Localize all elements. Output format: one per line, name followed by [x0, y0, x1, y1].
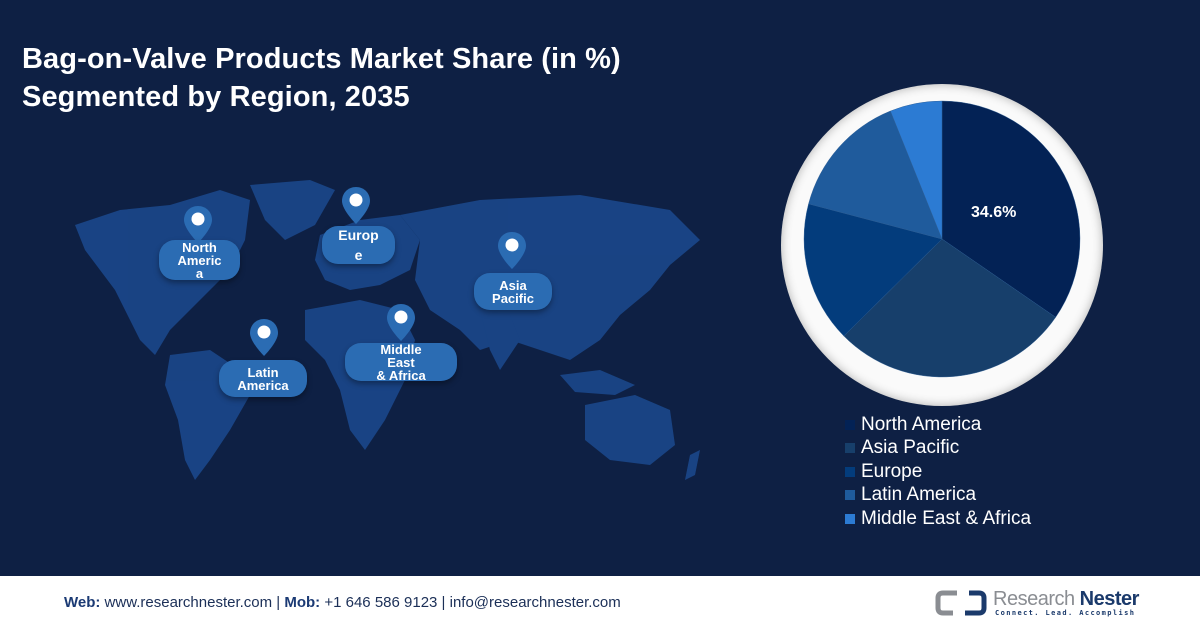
legend-item-middle-east-africa: Middle East & Africa	[845, 507, 1031, 531]
latin-america-map-label: Latin America	[219, 360, 307, 397]
asia-pacific-location-pin-icon	[498, 232, 526, 269]
title-line-2: Segmented by Region, 2035	[22, 81, 410, 113]
footer: Web: www.researchnester.com | Mob: +1 64…	[0, 576, 1200, 628]
chart-title: Bag-on-Valve Products Market Share (in %…	[22, 40, 621, 116]
pie-slice-asia-pacific	[843, 238, 1056, 378]
phone-email[interactable]: +1 646 586 9123 | info@researchnester.co…	[320, 594, 621, 611]
chart-legend: North America Asia Pacific Europe Latin …	[845, 413, 1031, 531]
infographic-panel: Bag-on-Valve Products Market Share (in %…	[22, 40, 1111, 531]
legend-swatch	[845, 490, 855, 501]
pie-slice-middle-east-africa	[890, 100, 943, 240]
logo-text: Research Nester	[993, 588, 1139, 610]
pie-slice-europe	[803, 203, 943, 337]
middle-east-africa-location-pin-icon	[387, 304, 415, 341]
logo-mark-icon	[935, 590, 987, 616]
middle-east-africa-map-label: Middle East & Africa	[345, 343, 457, 382]
legend-swatch	[845, 466, 855, 477]
pie-slices	[803, 100, 1081, 378]
logo-tagline: Connect. Lead. Accomplish	[995, 609, 1136, 617]
north-america-map-label: North Americ a	[159, 240, 240, 280]
legend-swatch	[845, 513, 855, 524]
pie-slice-north-america	[941, 100, 1081, 318]
legend-item-europe: Europe	[845, 460, 1031, 484]
pie-chart: 34.6%	[775, 78, 1111, 406]
europe-location-pin-icon	[342, 187, 370, 224]
legend-swatch	[845, 419, 855, 430]
contact-info: Web: www.researchnester.com | Mob: +1 64…	[64, 594, 621, 611]
web-link[interactable]: www.researchnester.com |	[100, 594, 285, 611]
legend-item-latin-america: Latin America	[845, 484, 1031, 508]
legend-item-asia-pacific: Asia Pacific	[845, 437, 1031, 461]
pie-data-label-north-america: 34.6%	[971, 204, 1017, 221]
legend-item-north-america: North America	[845, 413, 1031, 437]
title-line-1: Bag-on-Valve Products Market Share (in %…	[22, 43, 621, 75]
mob-label: Mob:	[284, 594, 321, 611]
legend-swatch	[845, 443, 855, 454]
latin-america-location-pin-icon	[250, 319, 278, 356]
asia-pacific-map-label: Asia Pacific	[474, 273, 552, 310]
europe-map-label: Europ e	[322, 226, 395, 264]
pie-slice-latin-america	[808, 110, 943, 240]
research-nester-logo: Research Nester Connect. Lead. Accomplis…	[935, 588, 1145, 618]
north-america-location-pin-icon	[184, 206, 212, 243]
web-label: Web:	[64, 594, 101, 611]
